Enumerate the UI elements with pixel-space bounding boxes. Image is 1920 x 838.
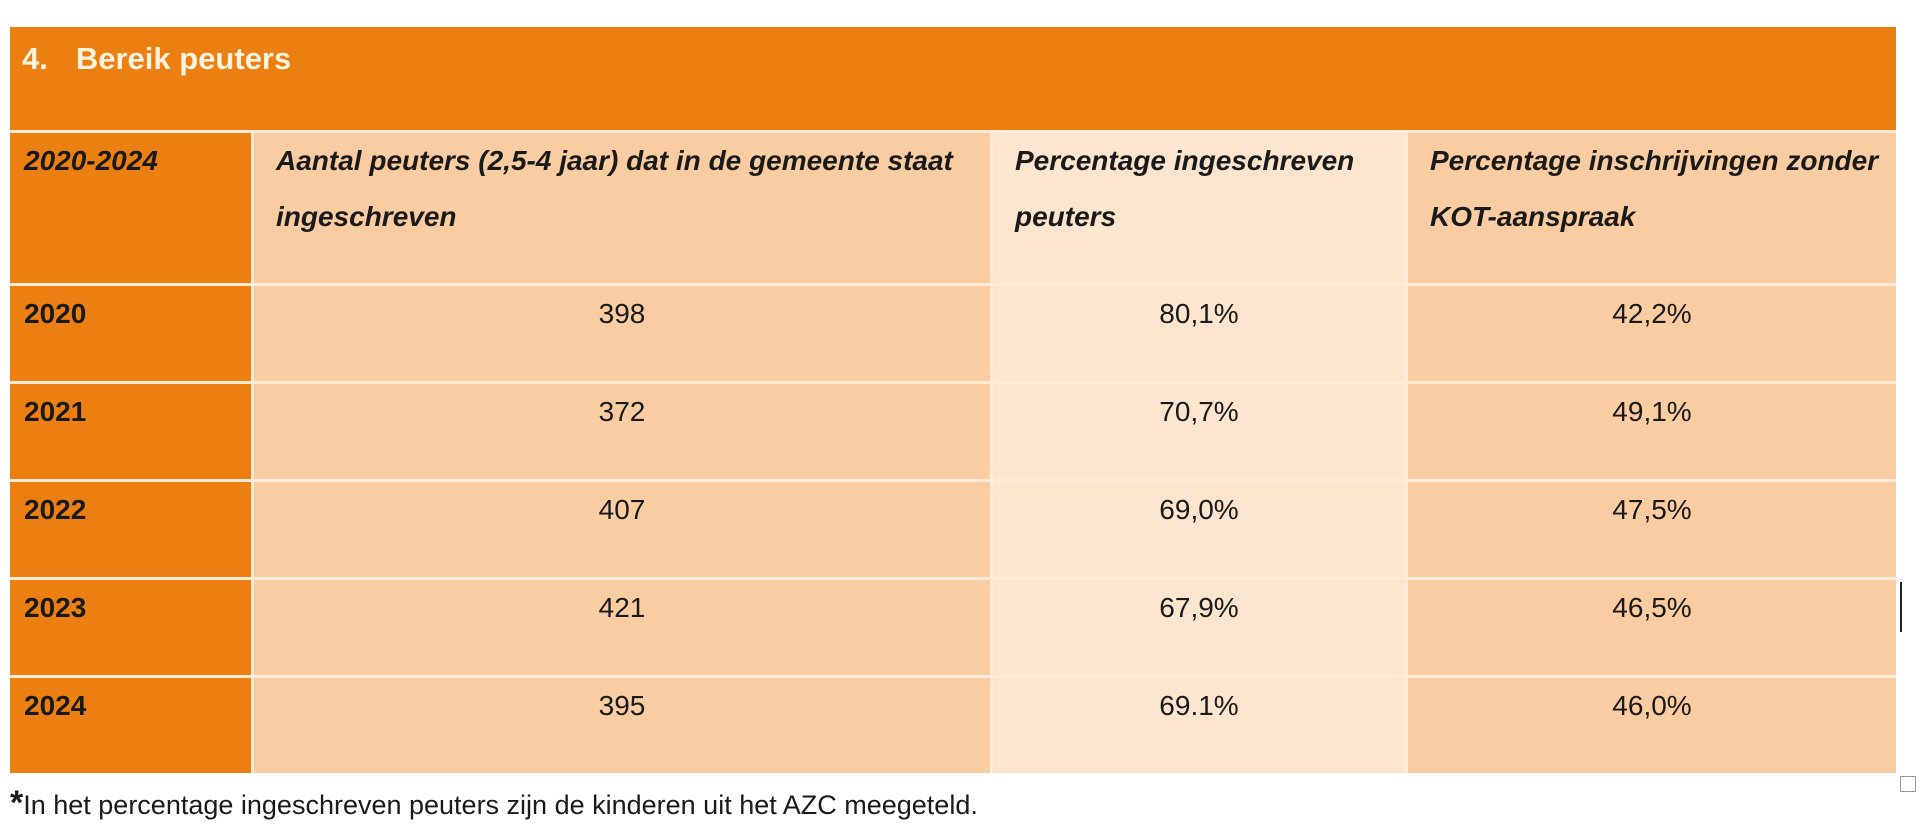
- cell-percentage: 70,7%: [990, 384, 1405, 479]
- header-percentage: Percentage ingeschreven peuters: [990, 133, 1405, 283]
- cell-count: 372: [251, 384, 990, 479]
- table-row: 2021 372 70,7% 49,1%: [10, 381, 1896, 479]
- cell-percentage-kot: 46,0%: [1405, 678, 1896, 773]
- table-title: 4. Bereik peuters: [10, 27, 1896, 130]
- cell-count: 407: [251, 482, 990, 577]
- cell-year: 2023: [10, 580, 251, 675]
- table-row: 2023 421 67,9% 46,5%: [10, 577, 1896, 675]
- cell-count: 395: [251, 678, 990, 773]
- section-title: Bereik peuters: [75, 41, 292, 76]
- table-row: 2020 398 80,1% 42,2%: [10, 283, 1896, 381]
- cell-percentage: 69,0%: [990, 482, 1405, 577]
- footnote-marker: *: [10, 784, 24, 822]
- cell-percentage: 67,9%: [990, 580, 1405, 675]
- cell-year: 2021: [10, 384, 251, 479]
- cell-percentage: 69.1%: [990, 678, 1405, 773]
- cell-percentage-kot: 49,1%: [1405, 384, 1896, 479]
- text-cursor: [1900, 582, 1902, 632]
- header-period: 2020-2024: [10, 133, 251, 283]
- cell-year: 2020: [10, 286, 251, 381]
- cell-percentage: 80,1%: [990, 286, 1405, 381]
- reach-table: 4. Bereik peuters 2020-2024 Aantal peuter…: [10, 27, 1896, 773]
- section-number: 4.: [22, 41, 48, 76]
- footnote-text: In het percentage ingeschreven peuters z…: [23, 790, 978, 820]
- header-count: Aantal peuters (2,5-4 jaar) dat in de ge…: [251, 133, 990, 283]
- cell-percentage-kot: 46,5%: [1405, 580, 1896, 675]
- cell-percentage-kot: 42,2%: [1405, 286, 1896, 381]
- cell-year: 2022: [10, 482, 251, 577]
- cell-year: 2024: [10, 678, 251, 773]
- footnote: *In het percentage ingeschreven peuters …: [10, 784, 978, 829]
- cell-count: 398: [251, 286, 990, 381]
- header-percentage-kot: Percentage inschrijvingen zonder KOT-aan…: [1405, 133, 1896, 283]
- table-row: 2022 407 69,0% 47,5%: [10, 479, 1896, 577]
- cell-percentage-kot: 47,5%: [1405, 482, 1896, 577]
- table-resize-handle[interactable]: [1900, 776, 1916, 792]
- header-row: 2020-2024 Aantal peuters (2,5-4 jaar) da…: [10, 130, 1896, 283]
- cell-count: 421: [251, 580, 990, 675]
- table-row: 2024 395 69.1% 46,0%: [10, 675, 1896, 773]
